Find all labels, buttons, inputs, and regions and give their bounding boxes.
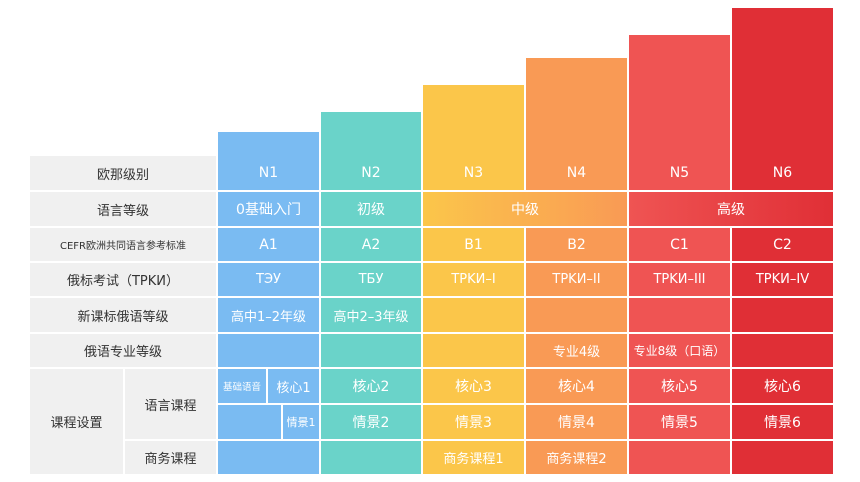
lang-core-n1: 核心1	[268, 369, 319, 403]
major-n2	[321, 334, 421, 367]
grade-high: 高级	[629, 192, 833, 226]
lang-core-n5: 核心5	[629, 369, 730, 403]
grade-n2: 初级	[321, 192, 421, 226]
row-label-courses: 课程设置	[30, 369, 123, 474]
business-n5	[629, 441, 730, 474]
business-n4: 商务课程2	[526, 441, 627, 474]
cefr-n5: C1	[629, 228, 730, 261]
cefr-n2: A2	[321, 228, 421, 261]
trki-n2: TБУ	[321, 263, 421, 296]
grade-n1: 0基础入门	[218, 192, 319, 226]
grade-mid: 中级	[423, 192, 627, 226]
level-n1: N1	[218, 156, 319, 190]
level-n2: N2	[321, 156, 421, 190]
business-n3: 商务课程1	[423, 441, 524, 474]
lang-core-n4: 核心4	[526, 369, 627, 403]
cefr-n1: A1	[218, 228, 319, 261]
column-top-n5	[629, 35, 730, 156]
business-n2	[321, 441, 421, 474]
lang-scene-n4: 情景4	[526, 405, 627, 439]
row-label-level: 欧那级别	[30, 156, 216, 190]
curriculum-n6	[732, 298, 833, 332]
column-top-n3	[423, 85, 524, 156]
column-top-n4	[526, 58, 627, 156]
lang-scene-n5: 情景5	[629, 405, 730, 439]
row-label-major: 俄语专业等级	[30, 334, 216, 367]
trki-n6: TPKИ–IV	[732, 263, 833, 296]
row-label-grade: 语言等级	[30, 192, 216, 226]
row-label-trki: 俄标考试（TPKИ）	[30, 263, 216, 296]
lang-scene-n3: 情景3	[423, 405, 524, 439]
major-n6	[732, 334, 833, 367]
curriculum-n2: 高中2–3年级	[321, 298, 421, 332]
lang-scene-n2: 情景2	[321, 405, 421, 439]
business-n6	[732, 441, 833, 474]
cefr-n6: C2	[732, 228, 833, 261]
lang-scene-n1-blank	[218, 405, 281, 439]
trki-n4: TPKИ–II	[526, 263, 627, 296]
row-label-curriculum: 新课标俄语等级	[30, 298, 216, 332]
curriculum-n1: 高中1–2年级	[218, 298, 319, 332]
column-top-n2	[321, 112, 421, 156]
level-n4: N4	[526, 156, 627, 190]
level-n5: N5	[629, 156, 730, 190]
lang-core-n6: 核心6	[732, 369, 833, 403]
trki-n5: TPKИ–III	[629, 263, 730, 296]
lang-basic-phonetics: 基础语音	[218, 369, 266, 403]
lang-scene-n1: 情景1	[283, 405, 319, 439]
major-n1	[218, 334, 319, 367]
trki-n1: TЭУ	[218, 263, 319, 296]
business-n1	[218, 441, 319, 474]
row-label-business-course: 商务课程	[125, 441, 216, 474]
level-n6: N6	[732, 156, 833, 190]
row-label-cefr: CEFR欧洲共同语言参考标准	[30, 228, 216, 261]
major-n3	[423, 334, 524, 367]
lang-scene-n6: 情景6	[732, 405, 833, 439]
row-label-language-course: 语言课程	[125, 369, 216, 439]
cefr-n4: B2	[526, 228, 627, 261]
column-top-n1	[218, 132, 319, 156]
lang-core-n2: 核心2	[321, 369, 421, 403]
curriculum-n4	[526, 298, 627, 332]
major-n4: 专业4级	[526, 334, 627, 367]
cefr-n3: B1	[423, 228, 524, 261]
curriculum-n3	[423, 298, 524, 332]
level-n3: N3	[423, 156, 524, 190]
major-n5: 专业8级（口语）	[629, 334, 730, 367]
lang-core-n3: 核心3	[423, 369, 524, 403]
curriculum-n5	[629, 298, 730, 332]
column-top-n6	[732, 8, 833, 156]
trki-n3: TPKИ–I	[423, 263, 524, 296]
